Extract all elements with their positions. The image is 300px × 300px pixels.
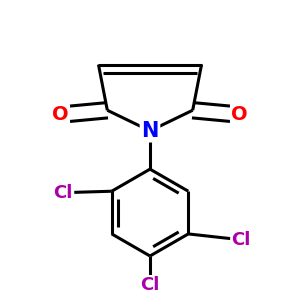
Text: O: O [232,105,248,124]
Text: N: N [141,121,159,141]
Text: Cl: Cl [232,231,251,249]
Text: O: O [52,105,68,124]
Text: Cl: Cl [140,276,160,294]
Text: Cl: Cl [53,184,73,202]
